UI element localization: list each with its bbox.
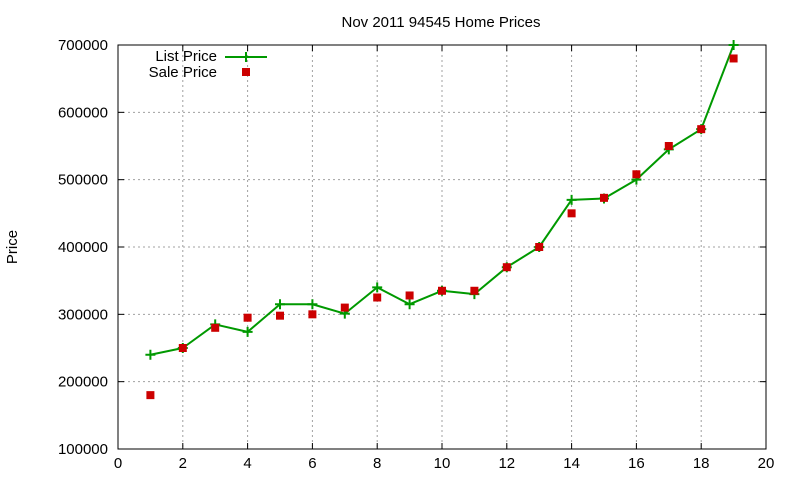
x-tick-label: 14 (563, 455, 580, 472)
y-tick-label: 200000 (58, 374, 108, 391)
sale-price-point (697, 125, 706, 134)
y-tick-labels: 100000 200000 300000 400000 500000 600000 7000… (58, 37, 108, 458)
x-tick-label: 10 (434, 455, 451, 472)
grid-lines (118, 45, 766, 449)
list-price-point (566, 194, 577, 205)
legend: List Price Sale Price (149, 48, 267, 81)
y-tick-label: 500000 (58, 172, 108, 189)
sale-price-point (600, 193, 608, 202)
y-tick-label: 400000 (58, 239, 108, 256)
list-price-point (404, 299, 415, 310)
chart-title: Nov 2011 94545 Home Prices (342, 14, 541, 31)
x-tick-label: 16 (628, 455, 645, 472)
list-price-point (275, 299, 285, 310)
sale-price-point (502, 263, 511, 272)
sale-price-point (535, 243, 544, 251)
x-tick-label: 2 (179, 455, 187, 472)
list-price-point (728, 40, 739, 50)
x-tick-label: 6 (308, 455, 316, 472)
sale-price-point (632, 170, 641, 179)
x-tick-label: 20 (758, 455, 775, 472)
legend-label-sale-price: Sale Price (149, 64, 217, 81)
list-price-point (145, 349, 156, 360)
x-tick-label: 4 (243, 455, 251, 472)
legend-label-list-price: List Price (155, 48, 217, 65)
data-series (145, 40, 739, 400)
sale-price-point (146, 391, 155, 400)
sale-price-point (211, 323, 220, 332)
x-tick-labels: 0 2 4 6 8 10 12 14 16 18 20 (114, 455, 775, 472)
sale-price-point (340, 303, 349, 312)
y-tick-label: 300000 (58, 306, 108, 323)
list-price-point (307, 299, 318, 310)
list-price-point (372, 282, 383, 293)
x-tick-label: 12 (498, 455, 515, 472)
y-tick-label: 600000 (58, 104, 108, 121)
sale-price-point (405, 291, 414, 300)
x-tick-label: 8 (373, 455, 381, 472)
sale-price-point (664, 142, 673, 150)
list-price-point (242, 326, 253, 337)
legend-marker-list-price (241, 52, 251, 62)
sale-price-point (470, 286, 479, 295)
sale-price-point (276, 311, 284, 320)
legend-marker-sale-price (242, 68, 250, 76)
y-axis-label: Price (4, 230, 21, 264)
axis-ticks (117, 44, 767, 450)
sale-price-point (243, 313, 252, 322)
x-tick-label: 0 (114, 455, 122, 472)
sale-price-point (373, 293, 382, 302)
y-tick-label: 700000 (58, 37, 108, 54)
x-tick-label: 18 (693, 455, 710, 472)
sale-price-point (178, 344, 187, 352)
sale-price-point (438, 286, 446, 295)
sale-price-point (308, 310, 317, 319)
sale-price-point (567, 209, 576, 218)
sale-price-point (729, 54, 738, 63)
y-tick-label: 100000 (58, 441, 108, 458)
